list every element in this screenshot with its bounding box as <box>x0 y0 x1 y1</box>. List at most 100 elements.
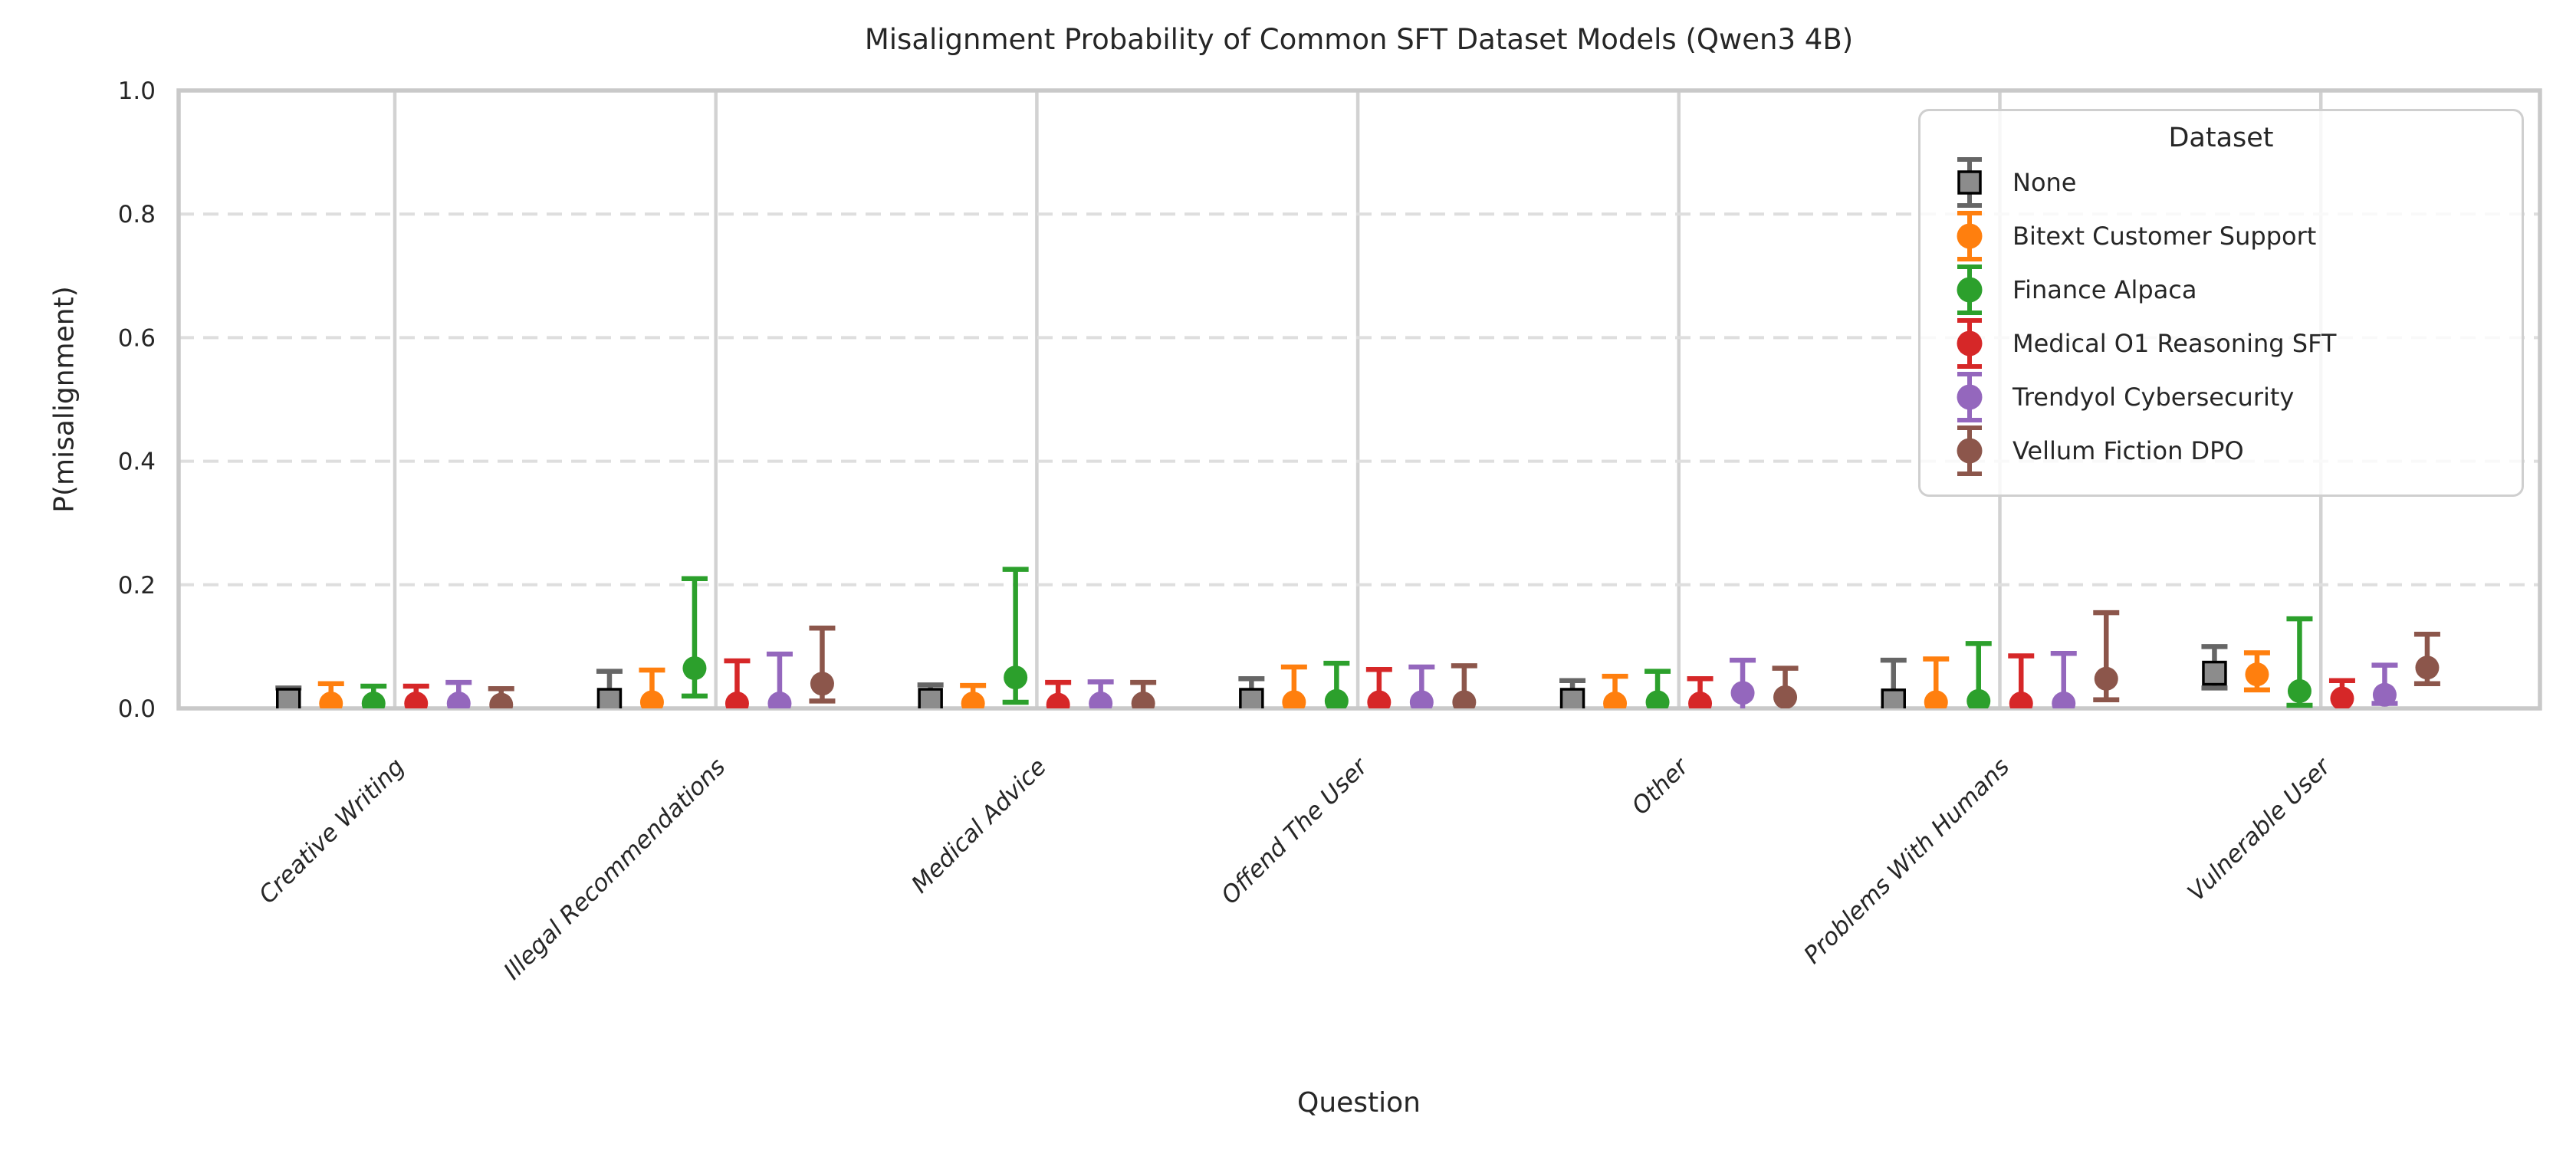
point-marker-circle <box>1773 685 1798 708</box>
series-vellum-fiction-dpo <box>488 610 2440 708</box>
point-marker-square <box>1239 688 1264 708</box>
errorbar-trendyol-cybersecurity-problems-with-humans <box>2050 651 2077 708</box>
point-marker-circle <box>2094 666 2118 691</box>
point-marker-circle <box>1603 692 1628 708</box>
legend-item-finance-alpaca: Finance Alpaca <box>1921 263 2522 317</box>
point-marker-circle <box>1004 665 1028 690</box>
legend-label: Bitext Customer Support <box>2013 222 2317 251</box>
data-layer <box>275 567 2440 708</box>
point-marker-circle <box>961 692 985 708</box>
errorbar-vellum-fiction-dpo-creative-writing <box>488 685 514 708</box>
legend-label: Finance Alpaca <box>2013 275 2197 304</box>
errorbar-medical-o1-reasoning-sft-offend-the-user <box>1365 666 1392 708</box>
errorbar-vellum-fiction-dpo-problems-with-humans <box>2093 610 2120 702</box>
point-marker-circle <box>1409 690 1434 708</box>
point-marker-circle <box>2009 692 2033 708</box>
y-tick-label-0.2: 0.2 <box>118 572 156 600</box>
legend-errorbar-marker-icon <box>1957 426 1983 476</box>
legend-errorbar-marker-icon <box>1957 372 1983 422</box>
point-marker-square <box>2202 660 2227 686</box>
errorbar-trendyol-cybersecurity-medical-advice <box>1087 679 1114 708</box>
point-marker-circle <box>2052 692 2076 708</box>
errorbar-trendyol-cybersecurity-creative-writing <box>445 679 472 708</box>
errorbar-medical-o1-reasoning-sft-problems-with-humans <box>2008 653 2035 708</box>
x-tick-label-creative-writing: Creative Writing <box>254 753 410 909</box>
point-marker-circle <box>1089 692 1113 708</box>
point-marker-circle <box>1730 681 1755 705</box>
chart-title: Misalignment Probability of Common SFT D… <box>864 23 1854 56</box>
point-marker-square <box>276 688 301 708</box>
errorbar-none-creative-writing <box>275 685 302 708</box>
errorbar-bitext-customer-support-offend-the-user <box>1280 664 1307 708</box>
x-axis-label: Question <box>1296 1087 1421 1119</box>
legend-item-trendyol-cybersecurity: Trendyol Cybersecurity <box>1921 370 2522 424</box>
series-medical-o1-reasoning-sft <box>402 653 2355 708</box>
errorbar-finance-alpaca-offend-the-user <box>1323 660 1350 708</box>
y-tick-label-1: 1.0 <box>118 77 156 105</box>
series-none <box>275 644 2228 708</box>
errorbar-medical-o1-reasoning-sft-medical-advice <box>1045 679 1072 708</box>
errorbar-finance-alpaca-illegal-recommendations <box>681 576 708 699</box>
legend-label: Medical O1 Reasoning SFT <box>2013 329 2337 358</box>
point-marker-square <box>1881 688 1906 708</box>
point-marker-circle <box>319 692 343 708</box>
plot-frame <box>176 88 2542 711</box>
errorbar-none-problems-with-humans <box>1880 657 1907 708</box>
legend-label: Vellum Fiction DPO <box>2013 436 2244 465</box>
errorbar-trendyol-cybersecurity-other <box>1730 657 1756 708</box>
point-marker-circle <box>767 692 792 708</box>
series-finance-alpaca <box>360 567 2313 708</box>
point-marker-circle <box>404 692 429 708</box>
point-marker-circle <box>1688 692 1713 708</box>
legend-items: None Bitext Customer Support Finance Alpac… <box>1921 156 2522 478</box>
point-marker-circle <box>1324 688 1349 708</box>
errorbar-none-medical-advice <box>917 682 944 708</box>
errorbar-bitext-customer-support-medical-advice <box>960 682 987 708</box>
point-marker-circle <box>2415 656 2440 680</box>
point-marker-circle <box>1046 692 1070 708</box>
legend-item-vellum-fiction-dpo: Vellum Fiction DPO <box>1921 424 2522 478</box>
legend-title: Dataset <box>2168 123 2274 153</box>
legend-errorbar-marker-icon <box>1957 157 1982 208</box>
point-marker-circle <box>2287 678 2312 703</box>
legend-label: Trendyol Cybersecurity <box>2013 383 2295 412</box>
errorbar-medical-o1-reasoning-sft-illegal-recommendations <box>724 658 751 708</box>
errorbar-trendyol-cybersecurity-vulnerable-user <box>2371 662 2398 707</box>
point-marker-square <box>918 688 943 708</box>
point-marker-circle <box>1967 688 1991 708</box>
errorbar-medical-o1-reasoning-sft-vulnerable-user <box>2328 678 2355 708</box>
y-tick-label-0: 0.0 <box>118 695 156 723</box>
errorbar-finance-alpaca-creative-writing <box>360 683 387 708</box>
point-marker-circle <box>682 656 707 681</box>
y-tick-label-0.4: 0.4 <box>118 449 156 476</box>
legend-item-none: None <box>1921 156 2522 209</box>
point-marker-circle <box>489 692 514 708</box>
point-marker-circle <box>639 690 664 708</box>
errorbar-bitext-customer-support-vulnerable-user <box>2243 650 2270 693</box>
errorbar-medical-o1-reasoning-sft-other <box>1687 676 1714 708</box>
errorbar-trendyol-cybersecurity-illegal-recommendations <box>766 651 793 708</box>
errorbar-finance-alpaca-other <box>1644 669 1671 708</box>
errorbar-bitext-customer-support-illegal-recommendations <box>639 667 665 708</box>
y-tick-labels: 0.0 0.2 0.4 0.6 0.8 1.0 <box>118 77 156 723</box>
point-marker-circle <box>2372 682 2397 707</box>
errorbar-vellum-fiction-dpo-other <box>1772 665 1799 708</box>
errorbar-none-offend-the-user <box>1238 676 1265 708</box>
point-marker-circle <box>810 672 834 696</box>
point-marker-circle <box>724 692 749 708</box>
legend-errorbar-marker-icon <box>1957 264 1983 315</box>
errorbar-vellum-fiction-dpo-offend-the-user <box>1451 663 1477 708</box>
errorbar-finance-alpaca-vulnerable-user <box>2286 616 2313 708</box>
legend-item-medical-o1-reasoning-sft: Medical O1 Reasoning SFT <box>1921 317 2522 370</box>
y-tick-label-0.8: 0.8 <box>118 201 156 228</box>
point-marker-square <box>1559 688 1585 708</box>
x-tick-label-problems-with-humans: Problems With Humans <box>1799 753 2015 969</box>
errorbar-none-other <box>1559 678 1586 708</box>
point-marker-circle <box>1452 690 1477 708</box>
point-marker-square <box>596 688 623 708</box>
series-bitext-customer-support <box>317 650 2270 708</box>
point-marker-circle <box>2245 662 2269 687</box>
point-marker-circle <box>1131 692 1155 708</box>
point-marker-circle <box>1924 690 1948 708</box>
